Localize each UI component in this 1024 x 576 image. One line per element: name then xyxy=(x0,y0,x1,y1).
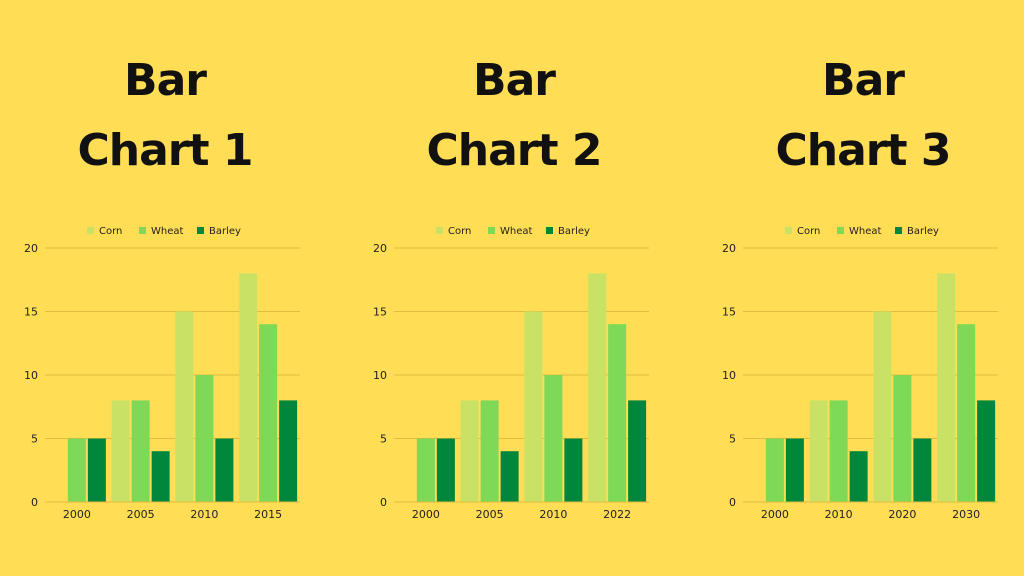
legend-label-corn: Corn xyxy=(448,226,471,237)
bar-barley xyxy=(500,451,519,502)
bar-barley xyxy=(87,438,106,502)
bar-wheat xyxy=(893,375,912,502)
x-tick-label: 2020 xyxy=(888,508,916,521)
chart-title-line-1: Bar xyxy=(124,55,207,106)
bar-barley xyxy=(785,438,804,502)
bar-barley xyxy=(151,451,170,502)
bar-barley xyxy=(279,400,298,502)
y-tick-label: 20 xyxy=(722,242,736,255)
y-tick-label: 15 xyxy=(24,306,38,319)
x-tick-label: 2000 xyxy=(761,508,789,521)
bar-wheat xyxy=(480,400,499,502)
chart-title-line-2: Chart 3 xyxy=(775,125,952,176)
bar-corn xyxy=(937,273,956,502)
legend-label-barley: Barley xyxy=(209,226,241,237)
y-tick-label: 5 xyxy=(380,433,387,446)
chart-title: Bar Chart 1 xyxy=(15,46,315,186)
chart-panel-1: Bar Chart 1 0 5 10 15 20 2000 2005 2010 2015 Corn… xyxy=(15,0,315,576)
y-tick-label: 0 xyxy=(729,496,736,509)
bar-barley xyxy=(913,438,932,502)
chart-title: Bar Chart 3 xyxy=(713,46,1013,186)
bar-chart: 0 5 10 15 20 2000 2005 2010 2022 Corn Wheat Barley xyxy=(373,226,649,521)
legend-swatch-barley xyxy=(197,227,204,234)
y-tick-label: 0 xyxy=(380,496,387,509)
bar-wheat xyxy=(608,324,627,502)
x-tick-label: 2022 xyxy=(603,508,631,521)
y-tick-label: 20 xyxy=(24,242,38,255)
bar-barley xyxy=(564,438,583,502)
legend-swatch-corn xyxy=(436,227,443,234)
legend-label-wheat: Wheat xyxy=(500,226,533,237)
bar-wheat xyxy=(829,400,848,502)
bar-wheat xyxy=(195,375,214,502)
bar-barley xyxy=(215,438,234,502)
bar-corn xyxy=(460,400,479,502)
x-tick-label: 2030 xyxy=(952,508,980,521)
bar-wheat xyxy=(544,375,563,502)
bar-barley xyxy=(628,400,647,502)
chart-title-line-2: Chart 1 xyxy=(77,125,254,176)
legend-label-corn: Corn xyxy=(797,226,820,237)
bar-chart: 0 5 10 15 20 2000 2005 2010 2015 Corn Wheat Barley xyxy=(24,226,300,521)
x-tick-label: 2000 xyxy=(63,508,91,521)
legend-label-barley: Barley xyxy=(558,226,590,237)
x-tick-label: 2015 xyxy=(254,508,282,521)
bar-corn xyxy=(873,311,892,502)
y-tick-label: 20 xyxy=(373,242,387,255)
legend-swatch-corn xyxy=(785,227,792,234)
chart-title: Bar Chart 2 xyxy=(364,46,664,186)
y-tick-label: 15 xyxy=(722,306,736,319)
legend-swatch-wheat xyxy=(837,227,844,234)
y-tick-label: 10 xyxy=(373,369,387,382)
bar-chart: 0 5 10 15 20 2000 2010 2020 2030 Corn Wheat Barley xyxy=(722,226,998,521)
bar-wheat xyxy=(259,324,278,502)
bar-corn xyxy=(111,400,130,502)
legend-swatch-barley xyxy=(546,227,553,234)
bar-wheat xyxy=(67,438,86,502)
legend-label-wheat: Wheat xyxy=(849,226,882,237)
bar-corn xyxy=(175,311,194,502)
chart-title-line-1: Bar xyxy=(822,55,905,106)
legend-label-wheat: Wheat xyxy=(151,226,184,237)
bar-corn xyxy=(809,400,828,502)
bar-barley xyxy=(977,400,996,502)
bar-corn xyxy=(524,311,543,502)
x-tick-label: 2010 xyxy=(825,508,853,521)
chart-panel-3: Bar Chart 3 0 5 10 15 20 2000 2010 2020 2030 Corn… xyxy=(713,0,1013,576)
y-tick-label: 5 xyxy=(729,433,736,446)
bar-wheat xyxy=(131,400,150,502)
x-tick-label: 2005 xyxy=(127,508,155,521)
legend-label-corn: Corn xyxy=(99,226,122,237)
chart-panel-2: Bar Chart 2 0 5 10 15 20 2000 2005 2010 2022 Corn… xyxy=(364,0,664,576)
x-tick-label: 2010 xyxy=(190,508,218,521)
x-tick-label: 2000 xyxy=(412,508,440,521)
bar-corn xyxy=(239,273,258,502)
bar-corn xyxy=(588,273,607,502)
y-tick-label: 10 xyxy=(24,369,38,382)
bar-wheat xyxy=(765,438,784,502)
bar-wheat xyxy=(957,324,976,502)
y-tick-label: 15 xyxy=(373,306,387,319)
legend-swatch-wheat xyxy=(139,227,146,234)
x-tick-label: 2005 xyxy=(476,508,504,521)
legend-label-barley: Barley xyxy=(907,226,939,237)
chart-title-line-1: Bar xyxy=(473,55,556,106)
bar-barley xyxy=(436,438,455,502)
y-tick-label: 0 xyxy=(31,496,38,509)
y-tick-label: 10 xyxy=(722,369,736,382)
legend-swatch-corn xyxy=(87,227,94,234)
legend-swatch-wheat xyxy=(488,227,495,234)
chart-title-line-2: Chart 2 xyxy=(426,125,603,176)
bar-barley xyxy=(849,451,868,502)
legend-swatch-barley xyxy=(895,227,902,234)
x-tick-label: 2010 xyxy=(539,508,567,521)
y-tick-label: 5 xyxy=(31,433,38,446)
bar-wheat xyxy=(416,438,435,502)
